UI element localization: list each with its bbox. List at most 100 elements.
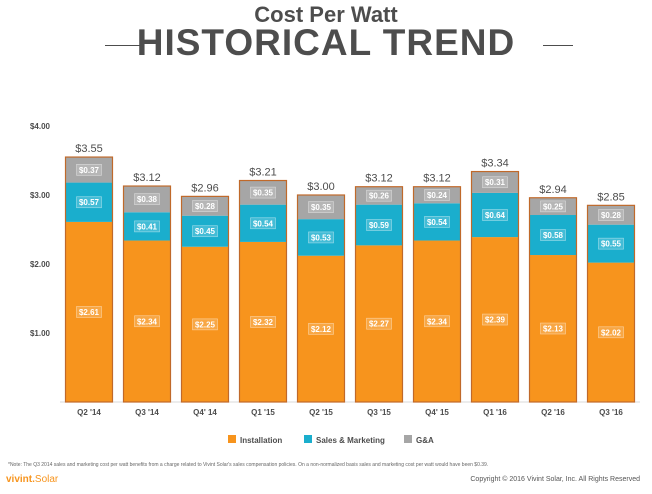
bar-segment-ga <box>181 196 229 216</box>
data-label: $0.58 <box>543 231 564 240</box>
data-label: $2.27 <box>369 320 390 329</box>
bar-outline <box>470 170 520 403</box>
data-label: $0.53 <box>311 233 332 242</box>
bar-outline <box>354 186 404 403</box>
data-label-box <box>76 306 102 318</box>
total-label: $3.21 <box>249 167 277 179</box>
legend-label-ga: G&A <box>416 436 434 445</box>
bar-segment-installation <box>529 255 577 402</box>
data-label-box <box>250 217 276 230</box>
total-label: $2.85 <box>597 191 625 203</box>
data-label-box <box>482 209 508 221</box>
legend-label-installation: Installation <box>240 436 282 445</box>
data-label-box <box>598 209 624 221</box>
x-tick-label: Q2 '16 <box>541 408 565 417</box>
bar-segment-installation <box>471 237 519 402</box>
title-rule-left <box>105 45 141 46</box>
total-label: $3.55 <box>75 143 103 155</box>
bar-segment-sales-marketing <box>123 212 171 241</box>
y-tick-label: $2.00 <box>30 260 51 269</box>
x-tick-label: Q4' 14 <box>193 408 217 417</box>
data-label-box <box>598 237 624 250</box>
bar-segment-ga <box>239 180 287 205</box>
data-label-box <box>308 231 334 244</box>
bar-outline <box>180 195 230 403</box>
legend-label-sales-marketing: Sales & Marketing <box>316 436 385 445</box>
legend-swatch-ga <box>404 435 412 443</box>
data-label: $0.25 <box>543 202 564 211</box>
data-label-box <box>540 200 566 213</box>
data-label: $2.25 <box>195 320 216 329</box>
data-label-box <box>540 229 566 241</box>
data-label-box <box>250 316 276 328</box>
footnote: *Note: The Q3 2014 sales and marketing c… <box>8 462 489 468</box>
data-label: $0.57 <box>79 198 100 207</box>
data-label-box <box>366 189 392 202</box>
bar-outline <box>238 179 288 403</box>
data-label: $2.02 <box>601 328 622 337</box>
bar-segment-sales-marketing <box>239 204 287 242</box>
data-label-box <box>250 186 276 199</box>
bar-segment-sales-marketing <box>587 224 635 263</box>
data-label-box <box>424 189 450 201</box>
bar-segment-installation <box>587 262 635 402</box>
data-label: $0.35 <box>311 203 332 212</box>
data-label: $0.64 <box>485 211 506 220</box>
bar-segment-sales-marketing <box>355 204 403 246</box>
total-label: $3.12 <box>133 172 161 184</box>
x-tick-label: Q1 '15 <box>251 408 275 417</box>
data-label-box <box>134 220 160 233</box>
bar-outline <box>64 156 114 403</box>
y-tick-label: $1.00 <box>30 329 51 338</box>
data-label-box <box>424 216 450 228</box>
bar-segment-sales-marketing <box>297 219 345 256</box>
data-label: $0.24 <box>427 191 448 200</box>
total-label: $3.00 <box>307 181 335 193</box>
bar-segment-installation <box>181 246 229 402</box>
data-label-box <box>482 313 508 326</box>
data-label: $0.38 <box>137 195 158 204</box>
total-label: $2.96 <box>191 182 219 194</box>
chart-title-line1: Cost Per Watt <box>254 2 398 27</box>
data-label-box <box>424 315 450 328</box>
y-tick-label: $4.00 <box>30 122 51 131</box>
bar-segment-installation <box>413 240 461 402</box>
bar-segment-installation <box>355 245 403 402</box>
bar-segment-sales-marketing <box>65 182 113 222</box>
x-tick-label: Q3 '14 <box>135 408 159 417</box>
bar-segment-installation <box>123 240 171 402</box>
data-label: $0.54 <box>253 219 274 228</box>
data-label: $0.28 <box>195 202 216 211</box>
data-label: $0.31 <box>485 178 506 187</box>
data-label-box <box>76 164 102 176</box>
data-label-box <box>308 323 334 335</box>
legend-swatch-sales-marketing <box>304 435 312 443</box>
brand-logo: vivint.Solar <box>6 474 58 485</box>
data-label: $2.61 <box>79 308 100 317</box>
y-tick-label: $3.00 <box>30 191 51 200</box>
data-label: $0.45 <box>195 227 216 236</box>
data-label-box <box>482 176 508 189</box>
bar-outline <box>528 197 578 403</box>
total-label: $2.94 <box>539 184 567 196</box>
data-label-box <box>192 200 218 212</box>
title-rule-right <box>543 45 573 46</box>
bar-segment-sales-marketing <box>413 203 461 241</box>
bar-segment-ga <box>587 205 635 225</box>
total-label: $3.34 <box>481 158 509 170</box>
bar-outline <box>586 204 636 403</box>
bar-segment-ga <box>529 197 577 216</box>
bar-segment-sales-marketing <box>529 215 577 256</box>
data-label-box <box>134 193 160 205</box>
data-label: $2.34 <box>137 317 158 326</box>
data-label: $2.12 <box>311 325 332 334</box>
x-tick-label: Q3 '16 <box>599 408 623 417</box>
data-label-box <box>598 326 624 339</box>
data-label-box <box>134 315 160 328</box>
data-label: $2.32 <box>253 318 274 327</box>
bar-outline <box>122 185 172 403</box>
data-label-box <box>540 322 566 335</box>
bar-segment-sales-marketing <box>471 192 519 238</box>
total-label: $3.12 <box>365 173 393 185</box>
x-tick-label: Q1 '16 <box>483 408 507 417</box>
